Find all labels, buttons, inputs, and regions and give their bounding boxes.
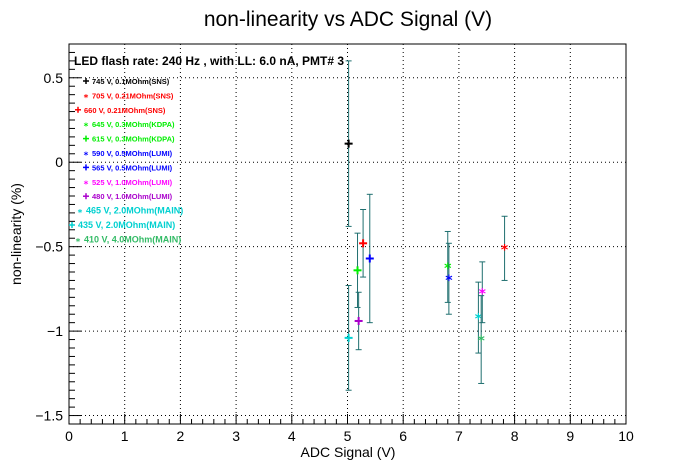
legend-label: 465 V, 2.0MOhm(MAIN) xyxy=(86,206,183,216)
data-series: ****** xyxy=(344,60,509,391)
data-point: * xyxy=(479,286,487,302)
data-point: * xyxy=(501,242,509,258)
data-point: * xyxy=(444,261,452,277)
legend-marker: * xyxy=(76,237,81,247)
legend-label: 660 V, 0.21MOhm(SNS) xyxy=(84,106,166,115)
x-tick-label: 10 xyxy=(618,428,634,444)
y-tick-label: 0.5 xyxy=(44,70,64,86)
legend-label: 645 V, 0.3MOhm(KDPA) xyxy=(92,120,175,129)
data-point: * xyxy=(475,312,483,328)
legend-label: 435 V, 2.0MOhm(MAIN) xyxy=(78,220,175,230)
data-point: * xyxy=(478,334,486,350)
legend-marker: * xyxy=(84,151,89,161)
legend-marker: * xyxy=(84,122,89,132)
legend-label: 745 V, 0.1MOhm(SNS) xyxy=(92,77,170,86)
x-tick-label: 6 xyxy=(399,428,407,444)
legend-label: 565 V, 0.5MOhm(LUMI) xyxy=(92,163,173,172)
chart-title: non-linearity vs ADC Signal (V) xyxy=(204,8,492,31)
legend-label: 410 V, 4.0MOhm(MAIN) xyxy=(84,234,181,244)
x-tick-label: 0 xyxy=(65,428,73,444)
legend-marker: * xyxy=(84,93,89,103)
legend-label: 590 V, 0.5MOhm(LUMI) xyxy=(92,149,173,158)
legend-marker: * xyxy=(84,180,89,190)
x-tick-labels: 0 1 2 3 4 5 6 7 8 9 10 xyxy=(65,428,634,444)
x-tick-label: 3 xyxy=(232,428,240,444)
legend-header: LED flash rate: 240 Hz , with LL: 6.0 nA… xyxy=(74,54,344,68)
y-tick-label: −0.5 xyxy=(35,239,63,255)
x-tick-label: 9 xyxy=(566,428,574,444)
y-tick-label: −1.5 xyxy=(35,408,63,424)
x-tick-label: 7 xyxy=(455,428,463,444)
legend-label: 480 V, 1.0MOhm(LUMI) xyxy=(92,192,173,201)
legend: 745 V, 0.1MOhm(SNS)* 705 V, 0.21MOhm(SNS)… xyxy=(69,77,183,247)
y-tick-label: 0 xyxy=(55,154,63,170)
x-axis-label: ADC Signal (V) xyxy=(301,444,396,460)
x-tick-label: 2 xyxy=(177,428,185,444)
x-tick-label: 8 xyxy=(511,428,519,444)
x-tick-label: 1 xyxy=(121,428,129,444)
data-point: * xyxy=(445,273,453,289)
x-tick-label: 4 xyxy=(288,428,296,444)
y-axis-label: non-linearity (%) xyxy=(8,183,24,285)
grid xyxy=(69,44,626,424)
legend-label: 615 V, 0.3MOhm(KDPA) xyxy=(92,135,175,144)
x-tick-label: 5 xyxy=(344,428,352,444)
legend-label: 525 V, 1.0MOhm(LUMI) xyxy=(92,178,173,187)
y-tick-labels: 0.5 0 −0.5 −1 −1.5 xyxy=(35,70,63,424)
y-tick-label: −1 xyxy=(47,323,63,339)
legend-label: 705 V, 0.21MOhm(SNS) xyxy=(92,91,174,100)
axis-ticks xyxy=(68,51,627,425)
legend-marker: * xyxy=(78,209,83,219)
